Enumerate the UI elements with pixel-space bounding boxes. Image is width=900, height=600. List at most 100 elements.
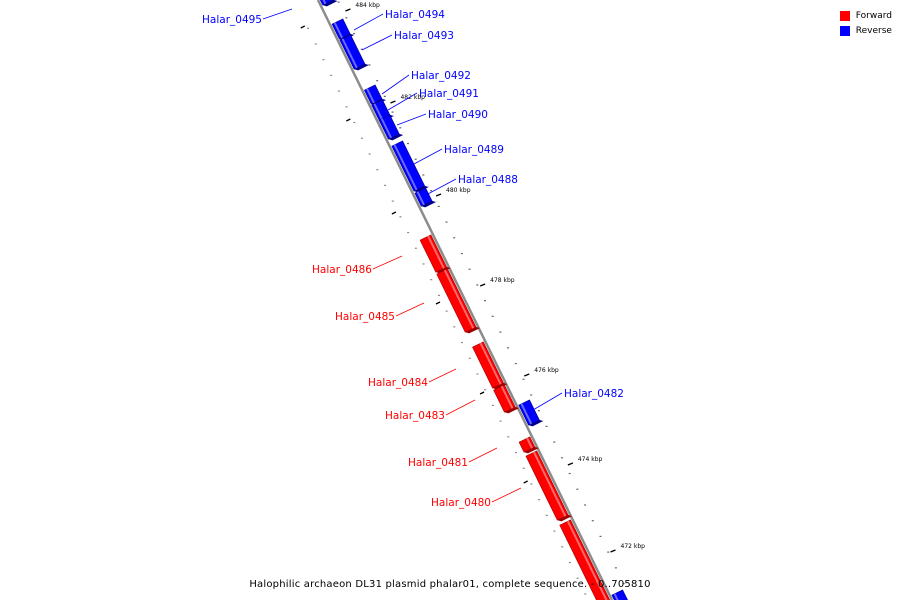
tick-mark [610, 549, 616, 553]
tick-marks: 484 kbp 482 kbp 480 kbp 478 kbp 476 kbp 474 k… [300, 2, 646, 553]
gene-highlight [500, 385, 514, 409]
gene-label: Halar_0484 [368, 377, 428, 389]
guide-dot [507, 436, 510, 438]
legend-item-forward: Forward [839, 8, 892, 23]
gene-leader-line [262, 8, 293, 20]
guide-dot [337, 90, 340, 92]
gene-features [319, 0, 629, 600]
tick-mark [524, 373, 530, 377]
gene-leader-line [413, 148, 443, 165]
guide-dot [437, 294, 440, 296]
tick-mark [390, 100, 396, 104]
gene-highlight [393, 144, 418, 191]
forward-gene [559, 519, 611, 600]
gene-highlight [333, 22, 343, 39]
tick-label: 476 kbp [534, 367, 559, 374]
gene-leader-line [445, 399, 476, 416]
guide-dot [491, 315, 494, 317]
guide-dot [553, 530, 556, 532]
dotted-guide [307, 1, 625, 595]
tick-mark [479, 391, 485, 395]
tick-label: 472 kbp [621, 543, 646, 550]
guide-dot [391, 200, 394, 202]
guide-dot [445, 310, 448, 312]
guide-dot [584, 593, 587, 595]
gene-label: Halar_0482 [564, 388, 624, 400]
gene-leader-line [381, 74, 410, 95]
guide-dot [453, 326, 456, 328]
gene-shade [504, 406, 520, 414]
gene-highlight [427, 235, 445, 269]
tick-label: 484 kbp [355, 2, 380, 9]
guide-dot [491, 404, 494, 406]
guide-dot [538, 499, 541, 501]
guide-dot [407, 231, 410, 234]
guide-dot [530, 483, 533, 485]
gene-label: Halar_0486 [312, 264, 372, 276]
guide-dot [422, 263, 425, 265]
tick-mark [479, 283, 486, 287]
tick-mark [391, 211, 397, 215]
tick-mark [523, 480, 528, 484]
gene-highlight [533, 451, 567, 517]
guide-dot [391, 111, 394, 113]
legend: Forward Reverse [839, 8, 892, 38]
guide-dot [368, 64, 371, 66]
guide-dot [537, 410, 540, 412]
gene-body [378, 114, 400, 140]
guide-dot [453, 237, 456, 239]
guide-dot [568, 472, 571, 475]
forward-gene [525, 450, 573, 522]
guide-dot [560, 457, 563, 459]
reverse-gene [391, 140, 429, 193]
reverse-gene [518, 399, 544, 427]
forward-gene [472, 341, 508, 390]
gene-shade [421, 200, 437, 208]
guide-dot [622, 582, 625, 585]
guide-dot [568, 561, 571, 564]
guide-dot [561, 546, 564, 548]
guide-dot [360, 137, 363, 139]
gene-body [518, 399, 540, 426]
gene-labels: Halar_0495 Halar_0494 Halar_0493 Halar_0492… [202, 8, 624, 509]
guide-dot [507, 347, 510, 349]
gene-highlight [520, 403, 533, 425]
map-caption: Halophilic archaeon DL31 plasmid phalar0… [249, 579, 651, 590]
gene-shade [322, 0, 338, 7]
guide-dot [353, 32, 356, 35]
guide-dot [599, 535, 602, 538]
guide-dot [430, 279, 433, 281]
tick-label: 480 kbp [446, 187, 471, 194]
gene-leader-line [491, 487, 522, 503]
guide-dot [345, 17, 348, 19]
guide-dot [430, 190, 433, 192]
gene-leader-line [428, 368, 457, 383]
gene-shade [528, 419, 544, 427]
gene-leader-line [396, 113, 427, 126]
guide-dot [422, 174, 425, 176]
guide-dot [461, 341, 464, 344]
gene-leader-line [468, 447, 498, 463]
gene-highlight [613, 593, 619, 600]
gene-highlight [526, 437, 533, 449]
tick-mark [346, 118, 351, 122]
gene-shade [523, 446, 539, 454]
reverse-gene [319, 0, 338, 7]
gene-body [518, 436, 536, 453]
guide-dot [414, 247, 417, 249]
gene-label: Halar_0485 [335, 311, 395, 323]
guide-dot [445, 221, 448, 223]
reverse-gene [378, 114, 404, 141]
gene-leader-line [425, 178, 457, 196]
gene-shade [557, 514, 573, 522]
guide-dot [376, 80, 379, 82]
gene-highlight [416, 191, 425, 206]
gene-leader-line [532, 392, 563, 411]
guide-dot [514, 362, 517, 365]
reverse-gene [611, 589, 629, 600]
gene-highlight [566, 520, 608, 600]
guide-dot [522, 378, 525, 380]
sequence-backbone [316, 0, 614, 600]
guide-dot [437, 205, 440, 207]
